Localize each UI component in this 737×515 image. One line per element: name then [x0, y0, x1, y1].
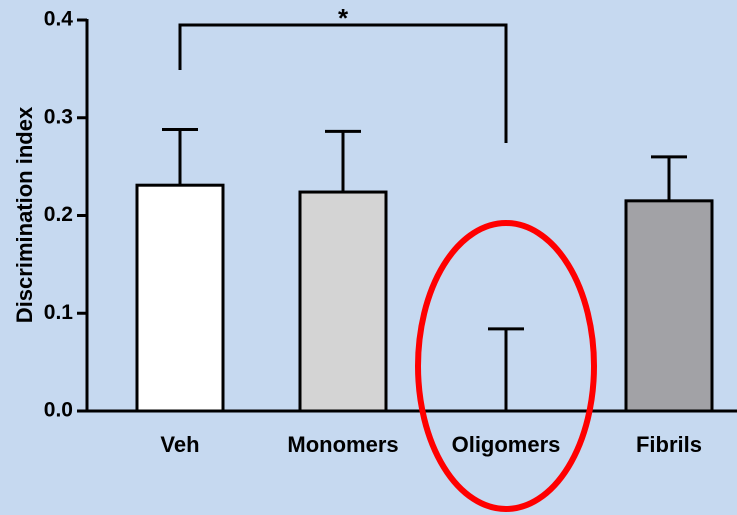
bar	[135, 183, 225, 413]
significance-bracket	[178, 23, 508, 143]
y-axis-label: Discrimination index	[12, 106, 37, 323]
x-tick-label: Fibrils	[636, 432, 702, 457]
bar	[624, 199, 714, 413]
x-tick-label: Veh	[160, 432, 199, 457]
x-tick-label: Monomers	[287, 432, 398, 457]
x-tick-label: Oligomers	[452, 432, 561, 457]
y-tick-label: 0.3	[44, 105, 73, 128]
y-tick-label: 0.4	[44, 8, 74, 31]
y-tick-label: 0.1	[44, 301, 74, 324]
y-tick-label: 0.0	[44, 399, 73, 422]
highlight-ellipse	[415, 220, 597, 512]
y-tick-label: 0.2	[44, 203, 73, 226]
significance-label: *	[338, 3, 349, 33]
bar	[298, 190, 388, 413]
